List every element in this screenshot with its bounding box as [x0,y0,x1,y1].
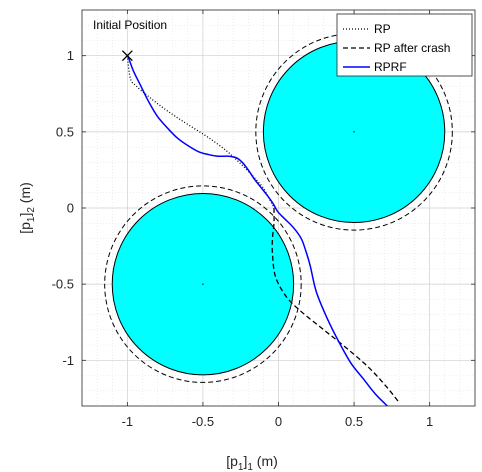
obstacle-center-1 [202,283,204,285]
ticks-group: -1 -0.5 0 0.5 1 1 0.5 0 -0.5 -1 [52,10,475,429]
series-line-rp-after-crash [271,207,400,404]
y-axis-label-mid: ] [17,213,33,217]
y-axis-label-sub1: 1 [26,216,37,222]
legend-label-rp-after-crash: RP after crash [374,41,450,55]
x-tick-label: -1 [122,414,134,429]
legend: RP RP after crash RPRF [336,13,473,77]
legend-label-rp: RP [374,22,391,36]
x-tick-label: -0.5 [192,414,214,429]
obstacle-safety-boundary-1 [104,185,302,383]
x-tick-label: 0.5 [345,414,363,429]
x-axis-label-mid: ] [243,453,247,469]
x-tick-label: 0 [275,414,282,429]
x-axis-label-sub2: 1 [247,462,253,472]
x-axis-label-unit: (m) [253,453,278,469]
x-axis-label-sub1: 1 [238,462,244,472]
legend-box [336,13,473,77]
start-marker [121,50,133,62]
x-tick-label: 1 [426,414,433,429]
series-line-rp [126,55,275,209]
y-axis-label-unit: (m) [17,182,33,207]
obstacles [104,33,453,383]
y-tick-label: 0.5 [56,124,74,139]
series-line-rprf [126,55,388,406]
y-tick-label: -0.5 [52,277,74,292]
y-axis-label: [p1]2 (m) [17,182,37,234]
y-axis-label-sub2: 2 [26,207,37,213]
obstacle-safety-boundary-0 [255,33,453,231]
x-axis-label: [p1]1 (m) [226,453,278,472]
y-tick-label: -1 [62,353,74,368]
initial-position-annotation: Initial Position [93,18,167,32]
obstacle-center-0 [353,131,355,133]
y-tick-label: 0 [67,201,74,216]
x-axis-label-main: [p [226,453,238,469]
start-marker-group [121,50,133,62]
series-group [126,55,400,406]
legend-label-rprf: RPRF [374,60,407,74]
y-tick-label: 1 [67,48,74,63]
y-axis-label-main: [p [17,222,33,234]
